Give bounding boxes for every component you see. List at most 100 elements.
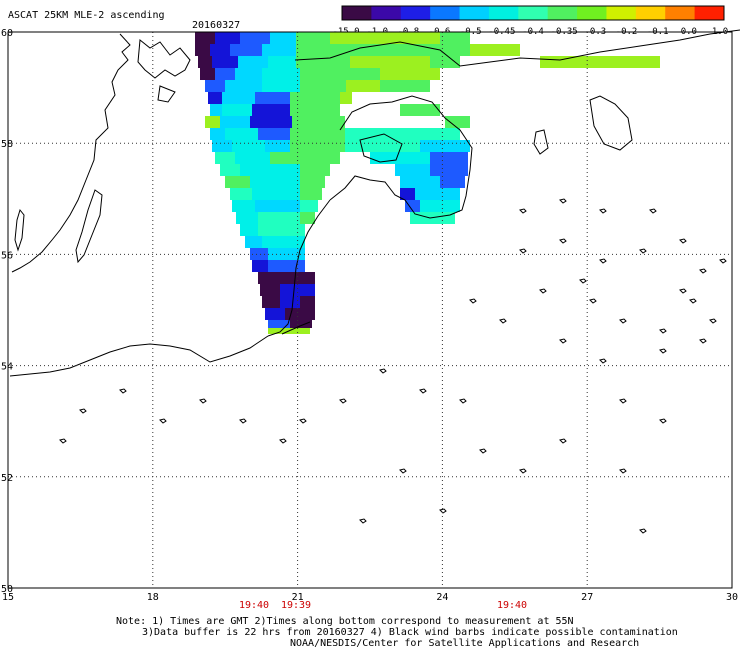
swath-cell — [225, 128, 258, 140]
scatterometer-swath — [195, 32, 660, 334]
island-outline — [579, 278, 587, 284]
swath-cell — [400, 176, 440, 188]
island-outline — [699, 268, 707, 274]
longitude-label: 27 — [581, 592, 593, 603]
colorbar-segment — [488, 6, 519, 20]
coastline-aland — [157, 85, 176, 103]
island-outline — [519, 468, 527, 474]
colorbar-segment — [430, 6, 461, 20]
coastline-estonia — [329, 95, 473, 219]
swath-cell — [430, 152, 468, 164]
swath-cell — [262, 68, 300, 80]
swath-cell — [430, 164, 468, 176]
swath-cell — [255, 92, 290, 104]
swath-cell — [400, 188, 415, 200]
island-outline — [599, 358, 607, 364]
swath-cell — [222, 104, 252, 116]
swath-cell — [470, 44, 520, 56]
swath-cell — [260, 284, 280, 296]
island-outline — [559, 238, 567, 244]
swath-cell — [300, 68, 380, 80]
colorbar-segment — [342, 6, 372, 20]
map-frame — [7, 31, 733, 589]
swath-cell — [292, 116, 345, 128]
island-outline — [649, 208, 657, 214]
island-outline — [679, 238, 687, 244]
swath-cell — [230, 188, 252, 200]
colorbar-segment — [694, 6, 725, 20]
swath-cell — [290, 104, 340, 116]
island-outline — [479, 448, 487, 454]
graticule — [7, 31, 733, 589]
island-outline — [239, 418, 247, 424]
island-outline — [159, 418, 167, 424]
swath-cell — [445, 116, 470, 128]
longitude-label: 30 — [726, 592, 738, 603]
swath-cell — [270, 152, 300, 164]
swath-cell — [345, 140, 420, 152]
island-outline — [339, 398, 347, 404]
swath-cell — [215, 68, 235, 80]
coastline-oland — [14, 208, 25, 252]
swath-cell — [540, 56, 660, 68]
island-outline — [589, 298, 597, 304]
swath-cell — [245, 236, 262, 248]
colorbar-segment — [606, 6, 637, 20]
swath-cell — [195, 32, 215, 44]
longitude-label: 21 — [292, 592, 304, 603]
swath-cell — [250, 248, 268, 260]
island-outline — [519, 208, 527, 214]
swath-cell — [340, 92, 352, 104]
swath-cell — [296, 32, 330, 44]
swath-cell — [405, 200, 420, 212]
island-outline — [619, 398, 627, 404]
swath-cell — [330, 32, 440, 44]
pass-time-label: 19:40 — [497, 600, 527, 611]
island-outline — [619, 318, 627, 324]
swath-cell — [258, 224, 305, 236]
swath-cell — [198, 56, 212, 68]
latitude-label: 60 — [1, 28, 13, 39]
island-outline — [659, 418, 667, 424]
swath-cell — [420, 140, 470, 152]
longitude-label: 15 — [2, 592, 14, 603]
swath-cell — [346, 80, 380, 92]
island-outline — [699, 338, 707, 344]
swath-cell — [395, 164, 430, 176]
pass-time-label: 19:39 — [281, 600, 311, 611]
swath-cell — [340, 44, 470, 56]
swath-cell — [280, 296, 300, 308]
swath-cell — [268, 248, 305, 260]
island-outline — [59, 438, 67, 444]
swath-cell — [220, 116, 250, 128]
swath-cell — [212, 140, 232, 152]
swath-cell — [262, 296, 280, 308]
coastline-finland — [294, 29, 740, 67]
swath-cell — [252, 104, 290, 116]
swath-cell — [250, 176, 300, 188]
swath-cell — [200, 68, 215, 80]
swath-cell — [252, 260, 268, 272]
island-outline — [459, 398, 467, 404]
longitude-label: 24 — [436, 592, 448, 603]
swath-cell — [265, 140, 290, 152]
swath-cell — [380, 80, 430, 92]
swath-cell — [290, 140, 345, 152]
swath-cell — [300, 80, 346, 92]
product-title: ASCAT 25KM MLE-2 ascending — [8, 10, 165, 21]
swath-cell — [235, 152, 270, 164]
island-outline — [689, 298, 697, 304]
swath-cell — [232, 140, 265, 152]
swath-cell — [262, 236, 305, 248]
island-outline — [639, 248, 647, 254]
swath-cell — [300, 152, 340, 164]
swath-cell — [296, 56, 350, 68]
island-outline — [299, 418, 307, 424]
island-outline — [559, 198, 567, 204]
swath-cell — [380, 68, 440, 80]
swath-cell — [220, 164, 240, 176]
island-outline — [539, 288, 547, 294]
island-outline — [79, 408, 87, 414]
swath-cell — [210, 104, 222, 116]
swath-cell — [420, 200, 460, 212]
